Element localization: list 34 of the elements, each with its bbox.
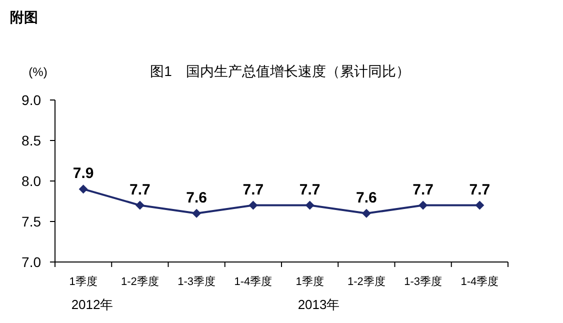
- point: [475, 200, 484, 210]
- text: 附图: [10, 9, 38, 25]
- point: [418, 200, 428, 210]
- y-tick-label: 8.0: [22, 173, 42, 189]
- x-tick-label: 1-4季度: [234, 275, 272, 288]
- point: [305, 200, 314, 210]
- x-tick-label: 1季度: [296, 275, 324, 288]
- chart-title: 图1 国内生产总值增长速度（累计同比）: [150, 63, 410, 79]
- data-label: 7.7: [469, 181, 490, 198]
- y-tick-label: 9.0: [22, 92, 42, 108]
- y-tick-label: 7.5: [22, 214, 42, 230]
- x-tick-label: 1-3季度: [404, 275, 442, 288]
- y-axis-title: (%): [28, 65, 48, 79]
- x-tick-label: 1-4季度: [460, 275, 499, 288]
- x-tick-label: 1季度: [69, 275, 98, 288]
- point: [78, 184, 88, 194]
- point: [248, 200, 258, 210]
- data-label: 7.7: [242, 181, 264, 198]
- y-tick-label: 7.0: [22, 254, 42, 270]
- x-tick-label: 1-3季度: [178, 275, 216, 288]
- data-label: 7.7: [412, 181, 434, 198]
- data-label: 7.6: [186, 189, 207, 206]
- x-tick-label: 1-2季度: [120, 275, 159, 288]
- point: [135, 200, 144, 210]
- text: 2012年: [71, 297, 114, 312]
- y-tick-label: 8.5: [22, 132, 42, 148]
- data-label: 7.7: [130, 181, 150, 198]
- data-label: 7.9: [72, 165, 94, 182]
- text: 2013年: [298, 297, 340, 312]
- data-label: 7.6: [356, 189, 377, 206]
- point: [362, 208, 371, 218]
- data-label: 7.7: [299, 181, 320, 198]
- x-tick-label: 1-2季度: [347, 275, 386, 288]
- point: [192, 208, 202, 218]
